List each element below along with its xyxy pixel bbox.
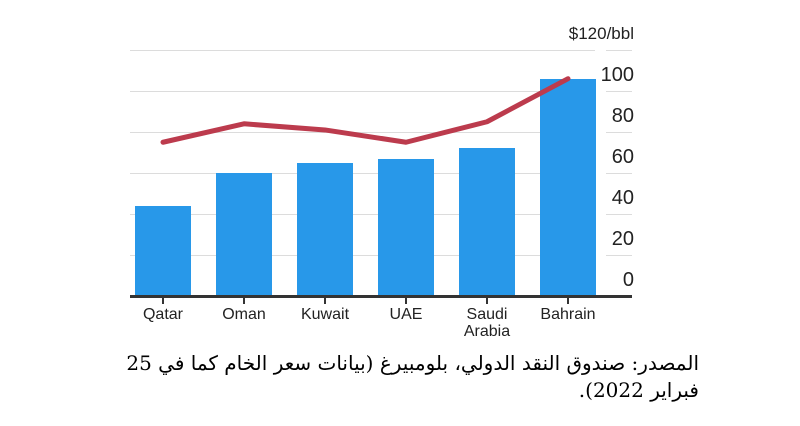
y-axis-tick-80 [606, 132, 632, 133]
x-axis-tick-uae [405, 298, 407, 304]
x-axis-line [130, 295, 632, 298]
bar-kuwait [297, 162, 353, 296]
y-axis-unit-label: $120/bbl [568, 24, 634, 43]
gridline-60 [130, 173, 595, 174]
gridline-100 [130, 91, 595, 92]
y-tick-label-80: 80 [611, 105, 634, 127]
x-label-bahrain: Bahrain [540, 306, 596, 323]
y-tick-label-100: 100 [600, 64, 634, 86]
x-axis-tick-oman [243, 298, 245, 304]
y-tick-label-60: 60 [611, 146, 634, 168]
x-axis-tick-kuwait [324, 298, 326, 304]
y-tick-label-40: 40 [611, 187, 634, 209]
source-caption-line2: فبراير 2022). [578, 378, 699, 402]
x-axis-tick-saudi-arabia [486, 298, 488, 304]
gridline-80 [130, 132, 595, 133]
gridline-20 [130, 255, 595, 256]
gridline-120 [130, 50, 595, 51]
bar-bahrain [540, 78, 596, 296]
x-axis-tick-bahrain [567, 298, 569, 304]
y-axis-tick-40 [606, 214, 632, 215]
x-label-kuwait: Kuwait [300, 306, 350, 323]
x-axis-tick-qatar [162, 298, 164, 304]
x-label-saudi-arabia: Saudi Arabia [463, 306, 511, 340]
y-tick-label-20: 20 [611, 228, 634, 250]
gridline-40 [130, 214, 595, 215]
bar-qatar [135, 205, 191, 296]
x-label-oman: Oman [222, 306, 266, 323]
y-axis-tick-120 [606, 50, 632, 51]
y-axis-tick-100 [606, 91, 632, 92]
y-tick-label-0: 0 [622, 269, 634, 291]
y-axis-tick-20 [606, 255, 632, 256]
y-axis-tick-60 [606, 173, 632, 174]
x-label-qatar: Qatar [142, 306, 183, 323]
bar-uae [378, 158, 434, 296]
bar-saudi-arabia [459, 148, 515, 296]
source-caption-line1: المصدر: صندوق النقد الدولي، بلومبيرغ (بي… [126, 351, 699, 375]
bar-oman [216, 173, 272, 296]
x-label-uae: UAE [389, 306, 423, 323]
